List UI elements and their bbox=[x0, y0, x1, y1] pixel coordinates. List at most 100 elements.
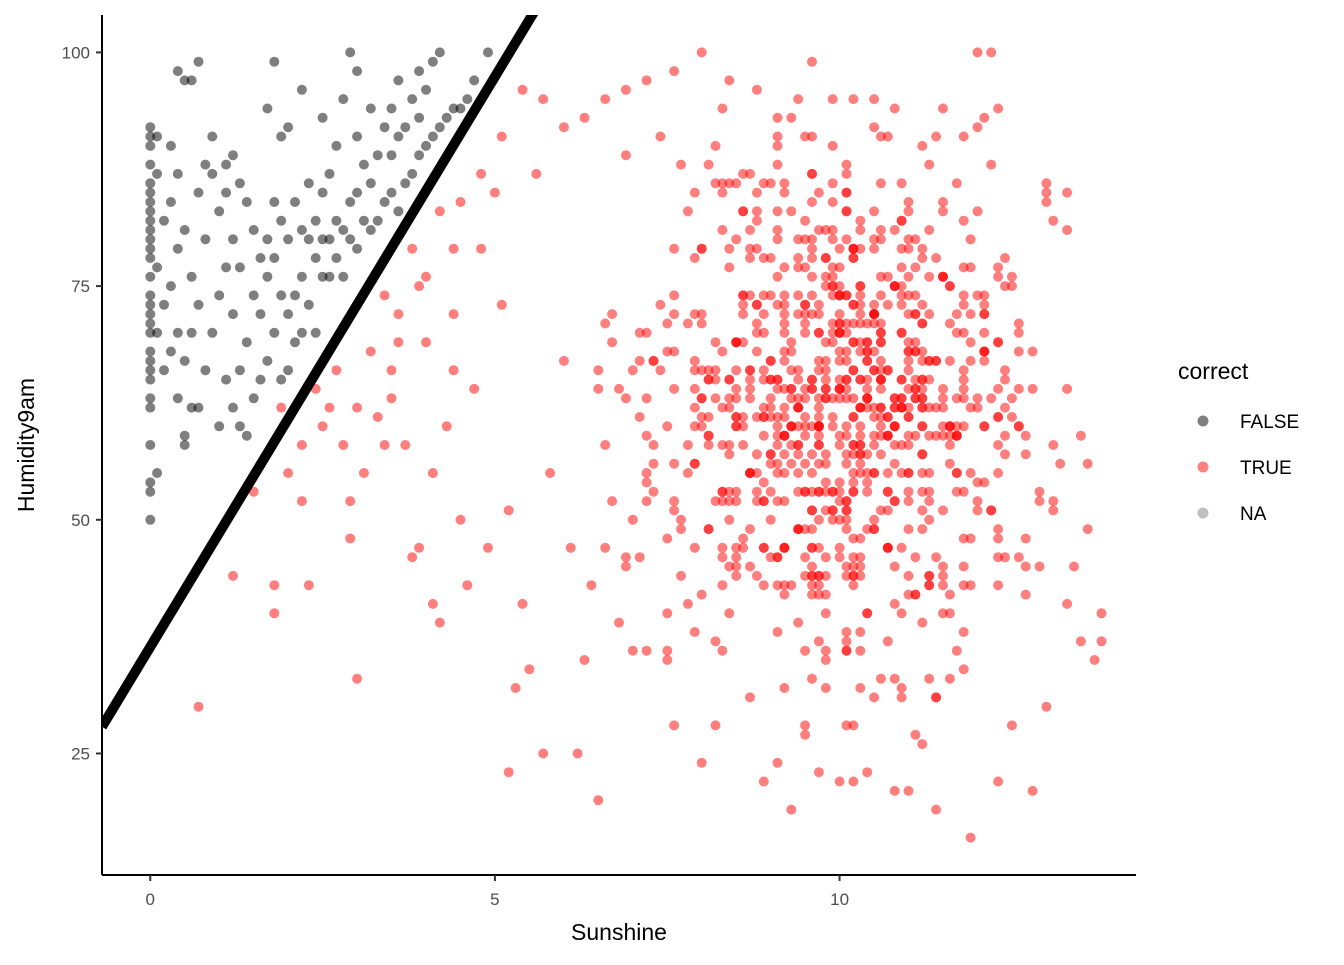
data-point bbox=[145, 243, 156, 254]
data-point bbox=[772, 421, 783, 432]
data-point bbox=[724, 514, 735, 525]
data-point bbox=[841, 290, 852, 301]
data-point bbox=[903, 589, 914, 600]
data-point bbox=[972, 122, 983, 133]
data-point bbox=[910, 290, 921, 301]
data-point bbox=[903, 355, 914, 366]
data-point bbox=[793, 524, 804, 535]
data-point bbox=[193, 299, 204, 310]
data-point bbox=[848, 449, 859, 460]
data-point bbox=[903, 412, 914, 422]
data-point bbox=[917, 299, 928, 310]
data-point bbox=[200, 159, 211, 170]
data-point bbox=[200, 234, 211, 245]
data-point bbox=[786, 804, 797, 815]
data-point bbox=[841, 496, 852, 507]
data-point bbox=[745, 692, 755, 703]
data-point bbox=[827, 94, 838, 105]
data-point bbox=[779, 178, 790, 189]
data-point bbox=[807, 570, 817, 581]
data-point bbox=[793, 253, 804, 263]
data-point bbox=[696, 412, 707, 422]
data-point bbox=[800, 412, 811, 422]
data-point bbox=[813, 299, 824, 310]
data-point bbox=[938, 206, 948, 217]
data-point bbox=[793, 393, 804, 404]
data-point bbox=[820, 393, 831, 404]
data-point bbox=[586, 580, 597, 591]
data-point bbox=[538, 748, 549, 759]
data-point bbox=[407, 243, 418, 254]
data-point bbox=[269, 608, 280, 619]
data-point bbox=[751, 299, 762, 310]
data-point bbox=[958, 290, 969, 301]
data-point bbox=[765, 374, 776, 385]
data-point bbox=[813, 355, 824, 366]
data-point bbox=[896, 262, 907, 273]
data-point bbox=[896, 608, 907, 619]
data-point bbox=[820, 253, 831, 263]
data-point bbox=[993, 524, 1004, 535]
data-point bbox=[772, 140, 783, 151]
data-point bbox=[882, 430, 893, 441]
data-point bbox=[345, 47, 356, 58]
data-point bbox=[703, 440, 714, 450]
data-point bbox=[634, 355, 645, 366]
data-point bbox=[676, 570, 686, 581]
data-point bbox=[813, 430, 824, 441]
data-point bbox=[931, 355, 942, 366]
data-point bbox=[917, 617, 928, 628]
data-point bbox=[875, 337, 886, 348]
data-point bbox=[924, 673, 935, 684]
data-point bbox=[827, 271, 838, 282]
data-point bbox=[882, 365, 893, 376]
data-point bbox=[958, 533, 969, 544]
data-point bbox=[924, 430, 935, 441]
data-point bbox=[903, 440, 914, 450]
data-point bbox=[331, 253, 342, 263]
data-point bbox=[958, 365, 969, 376]
data-point bbox=[931, 131, 942, 142]
data-point bbox=[855, 561, 866, 572]
data-point bbox=[441, 421, 452, 432]
data-point bbox=[931, 552, 942, 563]
data-point bbox=[855, 243, 866, 254]
data-point bbox=[724, 243, 735, 254]
data-point bbox=[841, 430, 852, 441]
data-point bbox=[862, 402, 873, 413]
legend-key-false bbox=[1197, 415, 1209, 427]
data-point bbox=[924, 374, 935, 385]
data-point bbox=[296, 440, 307, 450]
data-point bbox=[800, 215, 811, 226]
data-point bbox=[841, 514, 852, 525]
data-point bbox=[848, 365, 859, 376]
data-point bbox=[820, 355, 831, 366]
data-point bbox=[965, 234, 976, 245]
data-point bbox=[145, 253, 156, 263]
data-point bbox=[717, 178, 728, 189]
data-point bbox=[221, 262, 232, 273]
data-point bbox=[703, 159, 714, 170]
data-point bbox=[772, 757, 783, 768]
data-point bbox=[807, 524, 817, 535]
data-point bbox=[917, 318, 928, 329]
data-point bbox=[993, 468, 1004, 478]
data-point bbox=[421, 140, 431, 151]
data-point bbox=[731, 178, 742, 189]
data-point bbox=[820, 486, 831, 497]
data-point bbox=[427, 598, 438, 609]
data-point bbox=[152, 262, 163, 273]
data-point bbox=[917, 449, 928, 460]
data-point bbox=[813, 440, 824, 450]
data-point bbox=[972, 290, 983, 301]
data-point bbox=[745, 468, 755, 478]
data-point bbox=[1027, 346, 1038, 357]
data-point bbox=[807, 243, 817, 254]
data-point bbox=[903, 234, 914, 245]
data-point bbox=[283, 468, 294, 478]
data-point bbox=[779, 290, 790, 301]
data-point bbox=[365, 225, 376, 235]
data-point bbox=[717, 346, 728, 357]
data-point bbox=[641, 327, 652, 338]
data-point bbox=[221, 374, 232, 385]
